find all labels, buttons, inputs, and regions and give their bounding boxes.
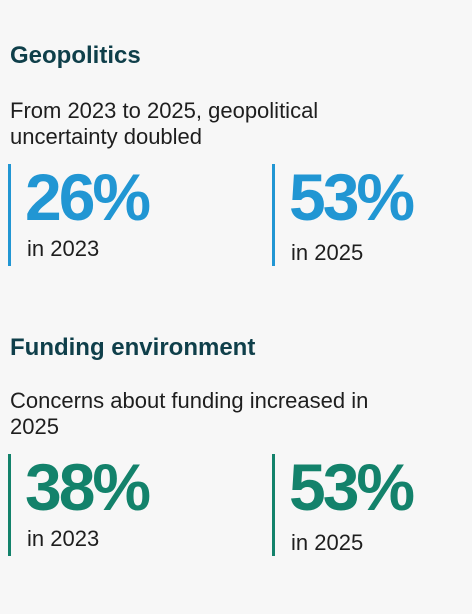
stat-value: 38% <box>25 450 151 524</box>
funding-section: Funding environment Concerns about fundi… <box>0 290 472 580</box>
stat-2023: 38% in 2023 <box>8 450 211 556</box>
stat-2025: 53% in 2025 <box>272 160 472 266</box>
stat-2025: 53% in 2025 <box>272 450 472 556</box>
stat-label: in 2025 <box>291 240 364 265</box>
geopolitics-section: Geopolitics From 2023 to 2025, geopoliti… <box>0 0 472 290</box>
section-title: Funding environment <box>10 334 256 361</box>
stat-value: 53% <box>289 450 415 524</box>
section-title: Geopolitics <box>10 42 141 69</box>
stat-value: 53% <box>289 160 415 234</box>
stat-label: in 2023 <box>27 236 100 261</box>
stat-value: 26% <box>25 160 151 234</box>
section-subtitle: Concerns about funding increased in 2025 <box>10 388 369 439</box>
stat-2023: 26% in 2023 <box>8 160 211 266</box>
section-subtitle: From 2023 to 2025, geopolitical uncertai… <box>10 98 319 149</box>
stat-label: in 2023 <box>27 526 100 551</box>
stat-label: in 2025 <box>291 530 364 555</box>
